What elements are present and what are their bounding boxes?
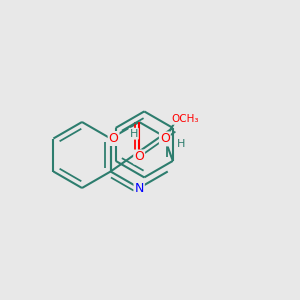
Text: OCH₃: OCH₃	[171, 114, 199, 124]
Text: O: O	[109, 132, 118, 145]
Text: O: O	[160, 132, 170, 146]
Text: H: H	[130, 129, 138, 139]
Text: O: O	[134, 151, 144, 164]
Text: N: N	[134, 182, 144, 194]
Text: H: H	[177, 139, 185, 149]
